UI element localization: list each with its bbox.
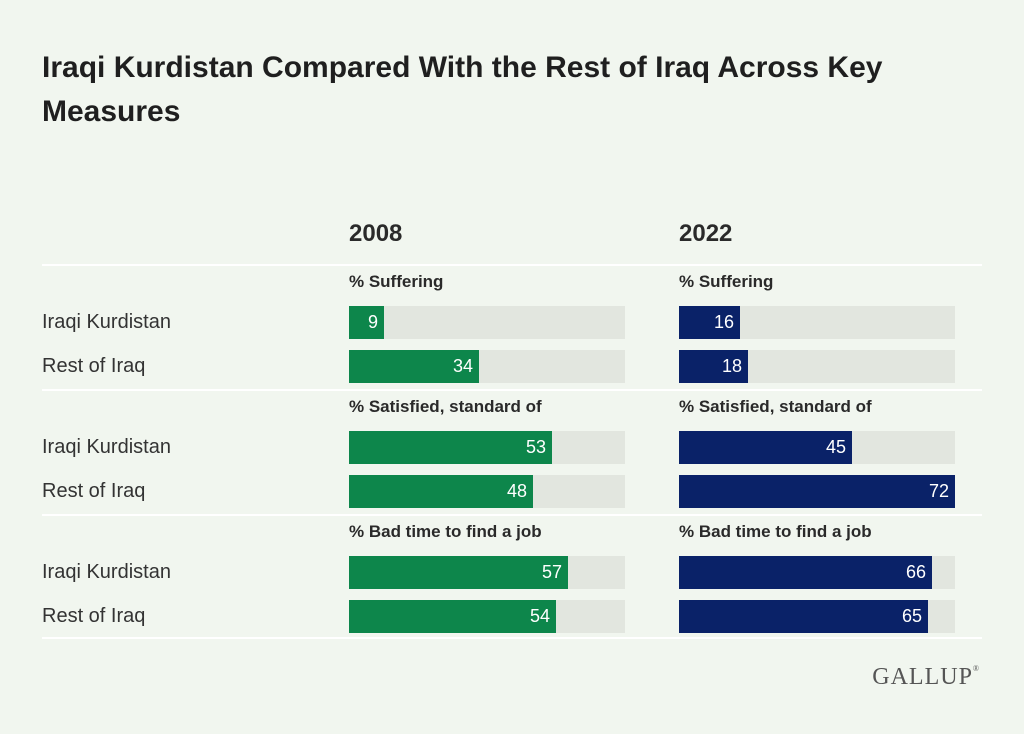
row-label: Iraqi Kurdistan	[42, 436, 171, 458]
group-divider	[42, 514, 982, 516]
group-divider	[42, 389, 982, 391]
measure-label: % Satisfied, standard of	[679, 397, 872, 416]
bar-track: 66	[679, 556, 955, 589]
bar-track: 45	[679, 431, 955, 464]
data-label: 72	[928, 481, 949, 501]
measure-label: % Suffering	[349, 272, 444, 291]
bar-track: 18	[679, 350, 955, 383]
row-label: Iraqi Kurdistan	[42, 311, 171, 333]
logo-text: GALLUP	[872, 664, 973, 690]
bar-track: 57	[349, 556, 625, 589]
year-header-2008: 2008	[349, 220, 403, 247]
bar-track: 16	[679, 306, 955, 339]
data-label: 45	[825, 437, 846, 457]
data-label: 54	[529, 606, 550, 626]
bar-track: 53	[349, 431, 625, 464]
bar-track: 9	[349, 306, 625, 339]
bar	[349, 600, 556, 633]
measure-label: % Bad time to find a job	[679, 522, 872, 541]
measure-label: % Bad time to find a job	[349, 522, 542, 541]
bar	[349, 431, 552, 464]
bar-track: 54	[349, 600, 625, 633]
bar	[349, 306, 384, 339]
bar	[679, 306, 740, 339]
bar	[349, 350, 479, 383]
bar	[349, 475, 533, 508]
data-label: 53	[525, 437, 546, 457]
row-label: Rest of Iraq	[42, 480, 146, 502]
data-label: 16	[713, 312, 734, 332]
row-label: Rest of Iraq	[42, 355, 146, 377]
row-label: Iraqi Kurdistan	[42, 561, 171, 583]
data-label: 48	[506, 481, 527, 501]
bar-track: 72	[679, 475, 955, 508]
data-label: 57	[541, 562, 562, 582]
data-label: 9	[367, 312, 378, 332]
registered-mark: ®	[972, 664, 980, 673]
bar-track: 34	[349, 350, 625, 383]
gallup-logo: GALLUP®	[872, 664, 980, 691]
bar	[679, 431, 852, 464]
bar	[679, 475, 955, 508]
data-label: 18	[721, 356, 742, 376]
data-label: 65	[901, 606, 922, 626]
measure-label: % Satisfied, standard of	[349, 397, 542, 416]
bar	[679, 350, 748, 383]
bar-track: 48	[349, 475, 625, 508]
bar-track: 65	[679, 600, 955, 633]
measure-label: % Suffering	[679, 272, 774, 291]
group-divider	[42, 264, 982, 266]
chart-title: Iraqi Kurdistan Compared With the Rest o…	[42, 51, 883, 128]
bar	[349, 556, 568, 589]
bar	[679, 556, 932, 589]
data-label: 66	[905, 562, 926, 582]
data-label: 34	[452, 356, 473, 376]
year-header-2022: 2022	[679, 220, 733, 247]
row-label: Rest of Iraq	[42, 605, 146, 627]
group-divider	[42, 637, 982, 639]
bar	[679, 600, 928, 633]
